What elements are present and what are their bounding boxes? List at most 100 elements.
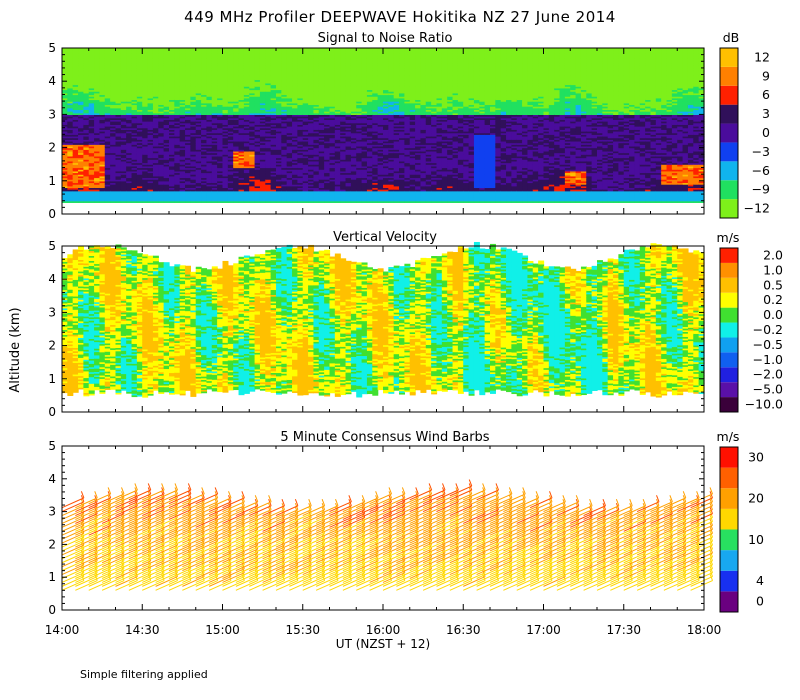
snr-cell [265,104,272,107]
snr-cell [115,149,122,152]
snr-cell [265,189,272,192]
snr-cell [174,79,181,82]
snr-cell [158,76,165,79]
snr-cell [62,48,68,51]
snr-cell [99,172,106,175]
snr-cell [126,175,133,179]
snr-cell [259,155,266,159]
snr-cell [104,164,111,167]
snr-cell [227,174,234,177]
snr-cell [163,192,170,195]
snr-cell [238,126,245,129]
snr-cell [169,99,175,102]
snr-cell [94,200,101,203]
snr-cell [206,179,213,182]
snr-cell [259,147,266,150]
snr-cell [174,144,181,147]
snr-cell [110,194,117,197]
snr-cell [110,157,117,160]
snr-cell [179,86,186,89]
snr-cell [270,194,277,197]
snr-cell [222,87,229,91]
snr-cell [88,71,95,74]
snr-cell [131,92,138,96]
snr-cell [190,177,197,180]
snr-cell [147,182,154,185]
snr-cell [99,137,106,140]
snr-cell [254,152,261,155]
snr-cell [254,185,261,189]
snr-cell [169,62,175,66]
snr-cell [281,144,288,147]
snr-cell [88,144,95,147]
snr-cell [163,154,170,157]
snr-cell [254,49,261,52]
snr-cell [115,119,122,122]
snr-cell [206,190,213,194]
snr-cell [206,76,213,79]
snr-cell [115,92,122,96]
snr-cell [222,101,229,104]
snr-cell [281,67,288,71]
snr-cell [243,82,250,86]
snr-cell [67,87,74,91]
snr-cell [169,192,175,195]
snr-cell [265,76,272,79]
snr-cell [233,87,240,91]
snr-cell [254,122,261,125]
snr-cell [211,121,218,124]
snr-cell [158,109,165,112]
snr-cell [94,122,101,125]
snr-cell [211,109,218,112]
snr-cell [67,57,74,61]
snr-cell [249,154,256,157]
snr-cell [62,167,68,170]
snr-cell [249,165,256,169]
snr-cell [126,64,133,67]
snr-cell [169,187,175,190]
snr-cell [179,51,186,54]
snr-cell [259,119,266,122]
snr-cell [83,89,90,92]
snr-cell [185,59,191,62]
snr-cell [88,48,95,51]
snr-cell [249,102,256,106]
snr-cell [233,199,240,202]
snr-cell [185,184,191,187]
snr-cell [110,84,117,87]
snr-cell [276,127,282,130]
snr-cell [233,142,240,145]
snr-cell [78,112,84,115]
snr-cell [174,127,181,130]
snr-cell [276,86,282,89]
snr-cell [120,94,127,97]
snr-cell [265,109,272,112]
snr-cell [169,109,175,112]
snr-cell [126,129,133,132]
snr-cell [227,190,234,194]
snr-cell [99,56,106,59]
snr-cell [83,81,90,84]
snr-cell [249,179,256,182]
snr-cell [265,162,272,165]
snr-cell [147,104,154,107]
snr-cell [174,112,181,115]
snr-cell [174,175,181,179]
snr-cell [163,175,170,179]
snr-cell [259,189,266,192]
snr-cell [67,67,74,71]
snr-cell [185,174,191,177]
snr-cell [254,139,261,142]
snr-cell [88,79,95,82]
snr-cell [190,106,197,109]
snr-cell [158,187,165,190]
snr-cell [265,169,272,172]
snr-cell [222,187,229,190]
snr-cell [217,109,224,112]
snr-cell [179,61,186,64]
snr-cell [169,165,175,169]
snr-cell [243,157,250,160]
snr-cell [206,107,213,111]
snr-cell [72,84,79,87]
snr-cell [190,76,197,79]
